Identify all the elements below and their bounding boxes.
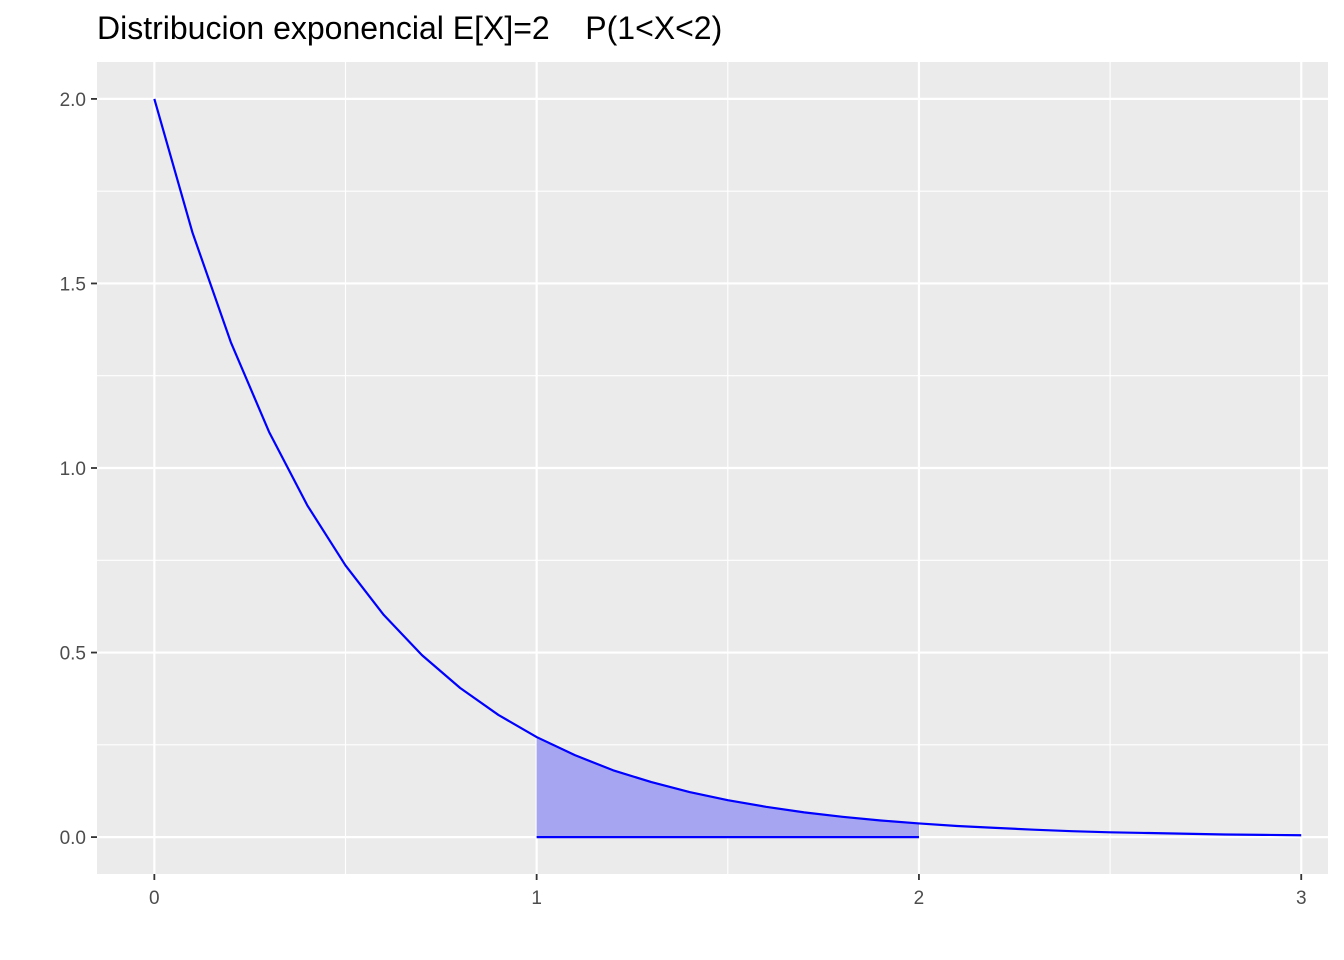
x-axis: 0 1 2 3 [149, 874, 1307, 909]
chart-title: Distribucion exponencial E[X]=2 P(1<X<2) [97, 10, 723, 46]
y-axis: 0.0 0.5 1.0 1.5 2.0 [60, 90, 97, 849]
shaded-area-1-to-2 [536, 737, 919, 838]
y-tick-label: 2.0 [60, 90, 86, 111]
y-tick-label: 0.0 [60, 828, 86, 849]
x-tick-label: 3 [1296, 888, 1307, 909]
x-tick-label: 1 [531, 888, 542, 909]
x-tick-label: 0 [149, 888, 160, 909]
y-tick-label: 1.5 [60, 274, 86, 295]
density-curve-line [153, 98, 1302, 837]
x-tick-label: 2 [914, 888, 925, 909]
y-tick-label: 0.5 [60, 644, 86, 665]
line-layer [153, 98, 1302, 839]
y-tick-label: 1.0 [60, 459, 86, 480]
area-layer [536, 737, 919, 838]
